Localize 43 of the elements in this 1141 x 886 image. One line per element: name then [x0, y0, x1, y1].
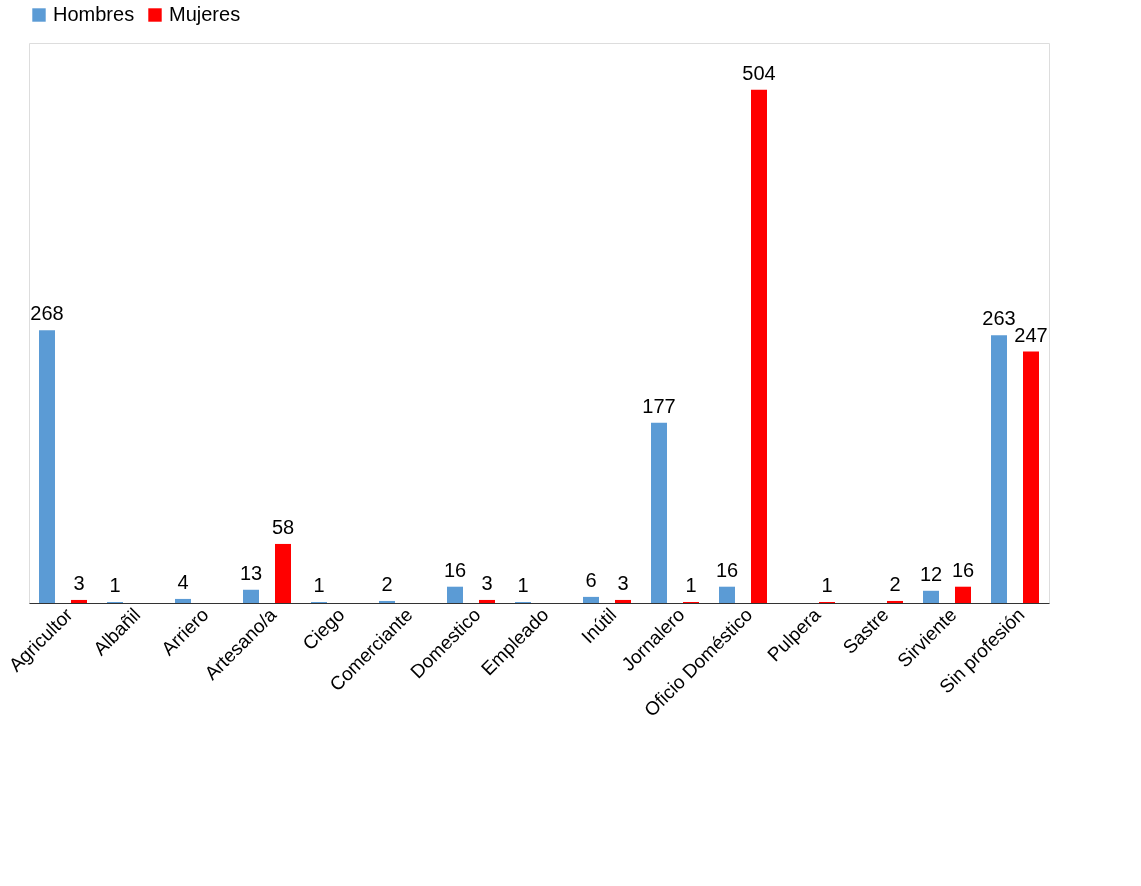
bar [1023, 351, 1039, 603]
data-label: 3 [73, 571, 85, 594]
legend-label: Hombres [53, 3, 135, 25]
data-label: 263 [982, 307, 1016, 330]
data-label: 16 [443, 558, 467, 581]
data-label: 16 [951, 558, 975, 581]
bar [955, 586, 971, 603]
bar [615, 599, 631, 603]
data-label: 1 [313, 573, 325, 596]
data-label: 1 [517, 573, 529, 596]
bar [923, 590, 939, 603]
data-label: 2 [381, 572, 393, 595]
data-label: 268 [30, 302, 64, 325]
data-label: 3 [617, 571, 629, 594]
bar [719, 586, 735, 603]
data-label: 13 [239, 561, 263, 584]
bar [175, 598, 191, 603]
data-label: 247 [1014, 323, 1048, 346]
legend-label: Mujeres [169, 3, 241, 25]
bar [583, 596, 599, 603]
bar [379, 600, 395, 603]
bar [479, 599, 495, 603]
data-label: 12 [919, 562, 943, 585]
data-label: 16 [715, 558, 739, 581]
data-label: 504 [742, 61, 776, 84]
data-label: 177 [642, 394, 676, 417]
bar [71, 599, 87, 603]
data-label: 1 [109, 573, 121, 596]
bar [39, 330, 55, 603]
data-label: 6 [585, 568, 597, 591]
data-label: 3 [481, 571, 493, 594]
data-label: 1 [685, 573, 697, 596]
bar [243, 589, 259, 603]
data-label: 4 [177, 570, 189, 593]
bar [651, 422, 667, 603]
bar [751, 89, 767, 603]
bar [991, 335, 1007, 603]
data-label: 58 [271, 515, 295, 538]
bar [887, 600, 903, 603]
bar [447, 586, 463, 603]
bar [275, 543, 291, 603]
data-label: 2 [889, 572, 901, 595]
data-label: 1 [821, 573, 833, 596]
